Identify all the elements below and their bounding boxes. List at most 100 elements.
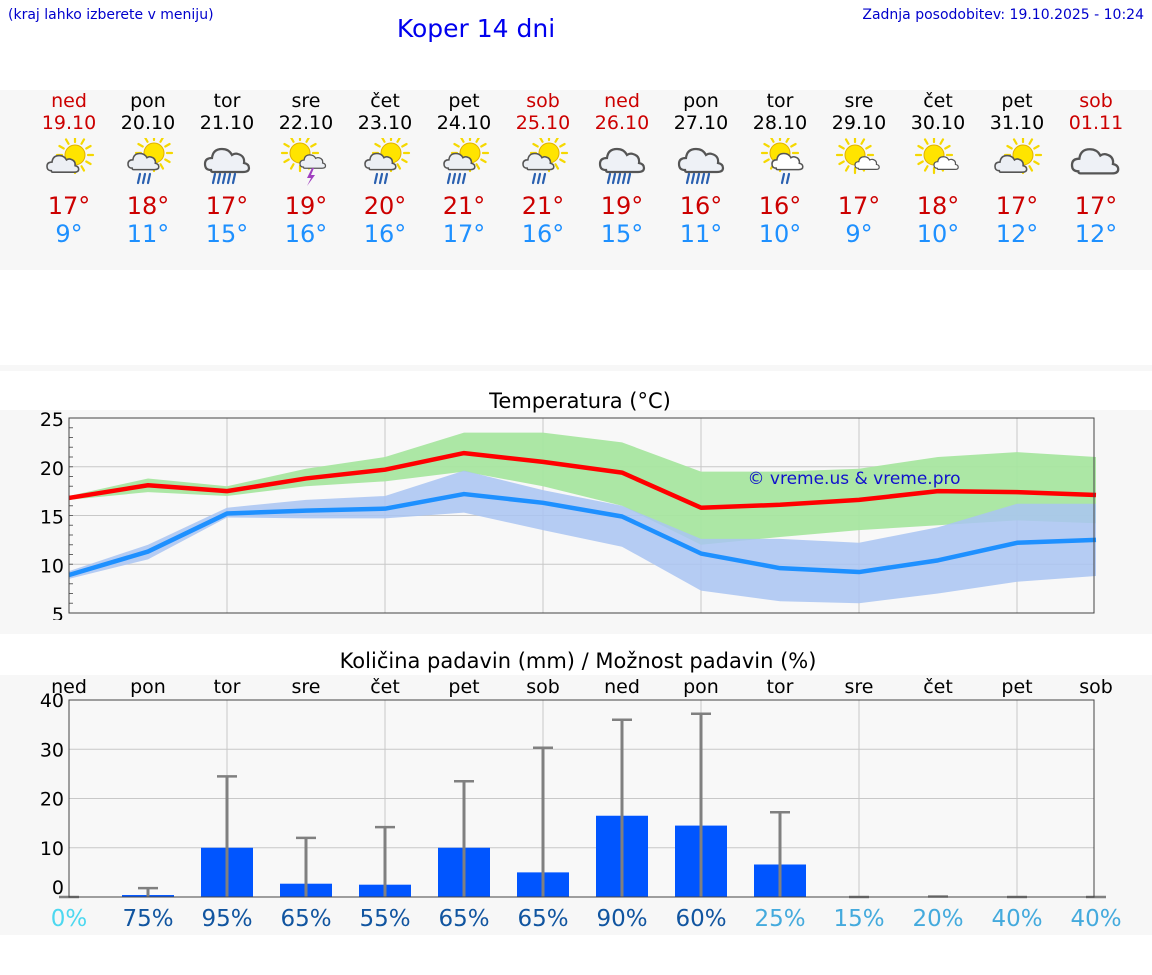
day-column: tor 28.10 16° 10°: [735, 90, 825, 248]
sun-cloud-rain-icon: [364, 138, 411, 185]
day-column: čet 23.10 20° 16°: [340, 90, 430, 248]
cloud-heavy-rain-icon: [598, 147, 646, 185]
day-column: čet 30.10 18° 10°: [893, 90, 983, 248]
partly-cloudy-icon: [46, 138, 95, 175]
precip-probability-label: 60%: [675, 906, 726, 932]
x-category-label: tor: [214, 676, 241, 698]
precipitation-chart-title: Količina padavin (mm) / Možnost padavin …: [340, 649, 817, 673]
x-category-label: tor: [767, 676, 794, 698]
day-name: čet: [923, 90, 953, 112]
day-max-temp: 16°: [679, 192, 723, 220]
precip-probability-label: 25%: [754, 906, 805, 932]
day-name: tor: [213, 90, 241, 112]
day-date: 25.10: [515, 112, 571, 134]
y-tick-label: 15: [40, 507, 64, 529]
x-category-label: čet: [370, 676, 400, 698]
precip-probability-label: 90%: [596, 906, 647, 932]
day-column: pon 27.10 16° 11°: [656, 90, 746, 248]
y-tick-label: 20: [40, 458, 64, 480]
plot-frame: [68, 699, 1095, 898]
max-temp-line: [68, 450, 1097, 510]
location-hint[interactable]: (kraj lahko izberete v meniju): [8, 7, 214, 23]
day-min-temp: 17°: [442, 220, 486, 248]
day-name: pon: [683, 90, 719, 112]
min-temp-line: [68, 491, 1097, 578]
day-max-temp: 17°: [995, 192, 1039, 220]
day-max-temp: 19°: [284, 192, 328, 220]
day-name: ned: [604, 90, 640, 112]
day-name: tor: [766, 90, 794, 112]
day-max-temp: 17°: [205, 192, 249, 220]
day-min-temp: 11°: [679, 220, 723, 248]
day-max-temp: 17°: [47, 192, 91, 220]
day-column: ned 26.10 19° 15°: [577, 90, 667, 248]
day-column: ned 19.10 17° 9°: [24, 90, 114, 248]
sun-cloud-light-rain-icon: [760, 138, 804, 185]
sun-cloud-rain-icon: [127, 138, 174, 185]
precip-probability-label: 65%: [280, 906, 331, 932]
day-name: čet: [370, 90, 400, 112]
cloudy-icon: [1070, 148, 1120, 175]
day-name: pon: [130, 90, 166, 112]
day-max-temp: 21°: [521, 192, 565, 220]
divider: [0, 365, 1152, 371]
day-date: 23.10: [357, 112, 413, 134]
sun-cloud-heavy-rain-icon: [443, 138, 490, 185]
precip-probability-label: 65%: [438, 906, 489, 932]
day-max-temp: 20°: [363, 192, 407, 220]
x-category-label: ned: [51, 676, 87, 698]
x-category-label: sre: [292, 676, 321, 698]
precip-probability-label: 75%: [122, 906, 173, 932]
day-max-temp: 17°: [1074, 192, 1118, 220]
day-max-temp: 18°: [916, 192, 960, 220]
page-title: Koper 14 dni: [396, 14, 556, 43]
y-tick-label: 20: [40, 789, 64, 811]
day-date: 19.10: [41, 112, 97, 134]
precip-probability-label: 55%: [359, 906, 410, 932]
sun-cloud-rain-icon: [522, 138, 569, 185]
day-column: sre 29.10 17° 9°: [814, 90, 904, 248]
day-min-temp: 12°: [995, 220, 1039, 248]
day-name: sob: [1079, 90, 1113, 112]
day-date: 01.11: [1068, 112, 1124, 134]
day-name: ned: [51, 90, 87, 112]
day-date: 31.10: [989, 112, 1045, 134]
y-tick-label: 5: [52, 604, 64, 620]
precip-probability-label: 40%: [991, 906, 1042, 932]
cloud-heavy-rain-icon: [677, 147, 725, 185]
x-category-label: pet: [448, 676, 479, 698]
last-update: Zadnja posodobitev: 19.10.2025 - 10:24: [862, 7, 1144, 23]
y-tick-label: 30: [40, 739, 64, 761]
day-column: pet 31.10 17° 12°: [972, 90, 1062, 248]
day-min-temp: 9°: [55, 220, 83, 248]
day-date: 21.10: [199, 112, 255, 134]
day-date: 27.10: [673, 112, 729, 134]
sun-cloud-thunder-icon: [280, 138, 327, 186]
day-column: sre 22.10 19° 16°: [261, 90, 351, 248]
day-min-temp: 15°: [600, 220, 644, 248]
day-max-temp: 21°: [442, 192, 486, 220]
day-column: sob 25.10 21° 16°: [498, 90, 588, 248]
x-category-label: sob: [1079, 676, 1113, 698]
precip-probability-label: 40%: [1070, 906, 1121, 932]
precip-probability-label: 65%: [517, 906, 568, 932]
day-min-temp: 16°: [284, 220, 328, 248]
x-category-label: sob: [526, 676, 560, 698]
day-min-temp: 16°: [521, 220, 565, 248]
day-max-temp: 16°: [758, 192, 802, 220]
day-name: sob: [526, 90, 560, 112]
day-max-temp: 19°: [600, 192, 644, 220]
x-category-label: pon: [130, 676, 166, 698]
day-max-temp: 18°: [126, 192, 170, 220]
x-category-label: čet: [923, 676, 953, 698]
day-min-temp: 9°: [845, 220, 873, 248]
day-min-temp: 16°: [363, 220, 407, 248]
day-date: 24.10: [436, 112, 492, 134]
sun-small-cloud-icon: [914, 138, 959, 175]
precip-probability-label: 20%: [912, 906, 963, 932]
precipitation-chart: Količina padavin (mm) / Možnost padavin …: [40, 649, 1122, 932]
day-date: 29.10: [831, 112, 887, 134]
sun-small-cloud-icon: [835, 138, 880, 175]
x-category-label: pon: [683, 676, 719, 698]
day-date: 26.10: [594, 112, 650, 134]
